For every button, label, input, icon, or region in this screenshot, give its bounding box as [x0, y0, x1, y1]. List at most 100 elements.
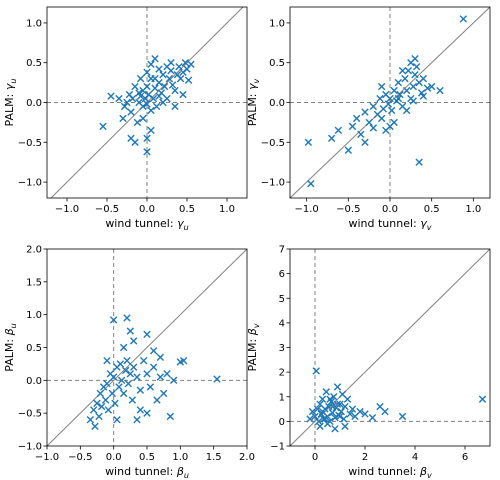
data-point — [181, 59, 190, 67]
y-axis-label: PALM: βv — [246, 323, 261, 371]
data-point — [381, 407, 389, 416]
data-point — [312, 367, 320, 375]
data-point — [187, 60, 195, 68]
data-point — [328, 409, 337, 417]
y-tick-label: 2 — [279, 368, 285, 379]
data-point — [336, 412, 344, 421]
data-point — [123, 98, 131, 107]
y-tick-label: 5 — [279, 294, 285, 305]
data-point — [115, 94, 123, 103]
data-point — [108, 389, 117, 398]
data-point — [313, 405, 322, 413]
data-points — [99, 55, 195, 156]
data-point — [139, 356, 148, 365]
data-point — [308, 407, 317, 416]
data-point — [113, 416, 121, 424]
data-point — [368, 413, 377, 422]
scatter-panel-3: −1.0 −0.5 0.0 0.5 1.0 1.5 2.0 −1.0 −0.5 0.0 0.5 1.0… — [3, 245, 255, 480]
y-tick-label: 4 — [279, 318, 285, 329]
data-point — [327, 134, 336, 143]
data-point — [175, 62, 183, 71]
data-point — [139, 102, 147, 111]
data-point — [386, 94, 394, 103]
y-tick-label: 1.5 — [26, 277, 42, 288]
data-point — [129, 363, 138, 371]
x-tick-label: −0.5 — [95, 204, 119, 215]
data-point — [95, 412, 103, 421]
data-points — [306, 367, 487, 433]
data-point — [331, 425, 339, 433]
y-tick-label: −0.5 — [18, 138, 42, 149]
data-point — [171, 86, 179, 95]
data-point — [104, 406, 113, 414]
y-tick-label: −0.5 — [261, 138, 285, 149]
data-point — [99, 122, 107, 131]
data-point — [213, 375, 221, 383]
data-point — [377, 82, 386, 91]
x-axis-label: wind tunnel: βu — [105, 465, 189, 480]
data-point — [356, 407, 364, 416]
data-point — [119, 114, 127, 123]
data-point — [166, 412, 175, 421]
data-point — [419, 74, 428, 83]
data-point — [361, 410, 369, 418]
data-point — [179, 356, 188, 365]
data-point — [143, 68, 151, 76]
data-point — [320, 415, 328, 423]
data-point — [330, 393, 338, 401]
x-tick-label: 4 — [412, 452, 418, 463]
data-point — [126, 370, 135, 378]
y-tick-label: 3 — [279, 343, 285, 354]
x-axis-label: wind tunnel: βv — [348, 465, 432, 480]
data-point — [402, 106, 411, 115]
y-tick-label: 1.0 — [26, 18, 42, 29]
x-tick-label: 0.5 — [139, 452, 155, 463]
data-point — [163, 62, 171, 71]
data-point — [398, 412, 407, 421]
data-point — [387, 106, 396, 115]
data-point — [176, 74, 185, 83]
y-tick-label: 2.0 — [26, 245, 42, 256]
data-point — [143, 370, 151, 378]
data-point — [369, 124, 378, 132]
x-tick-label: 1.0 — [172, 452, 188, 463]
x-axis-label: wind tunnel: γu — [105, 217, 188, 232]
data-point — [126, 327, 135, 335]
data-point — [334, 126, 343, 135]
data-point — [163, 370, 171, 378]
data-point — [346, 410, 354, 418]
data-point — [169, 376, 178, 385]
y-tick-label: 0.0 — [269, 98, 285, 109]
scatter-panel-4: 0 2 4 6 −1 0 1 2 3 4 5 6 7 wind tunnel: βv PALM: βv — [246, 245, 491, 480]
data-point — [153, 396, 161, 404]
data-point — [307, 179, 315, 188]
y-axis-label: PALM: γu — [3, 79, 18, 127]
x-tick-label: −1.0 — [55, 204, 79, 215]
data-point — [149, 363, 158, 371]
data-point — [86, 416, 95, 424]
data-point — [357, 130, 365, 139]
data-point — [318, 407, 327, 416]
data-point — [184, 76, 193, 84]
data-point — [119, 389, 128, 398]
data-point — [394, 94, 403, 103]
data-point — [109, 316, 118, 324]
y-tick-label: 6 — [279, 269, 285, 280]
data-point — [361, 138, 369, 146]
data-point — [121, 366, 130, 375]
data-points — [86, 314, 221, 430]
data-point — [326, 395, 334, 403]
data-point — [103, 356, 111, 365]
data-point — [415, 158, 423, 166]
data-point — [407, 59, 415, 67]
data-point — [365, 118, 373, 127]
data-point — [133, 373, 141, 381]
data-point — [101, 396, 110, 404]
data-point — [411, 70, 419, 79]
data-point — [409, 97, 418, 105]
data-point — [398, 66, 407, 75]
data-point — [89, 406, 98, 414]
data-point — [344, 146, 353, 154]
data-point — [311, 412, 319, 421]
data-point — [341, 402, 349, 411]
